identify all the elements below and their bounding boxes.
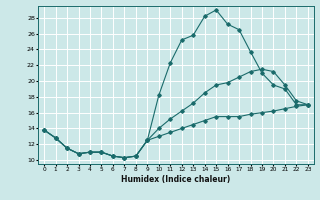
X-axis label: Humidex (Indice chaleur): Humidex (Indice chaleur) xyxy=(121,175,231,184)
